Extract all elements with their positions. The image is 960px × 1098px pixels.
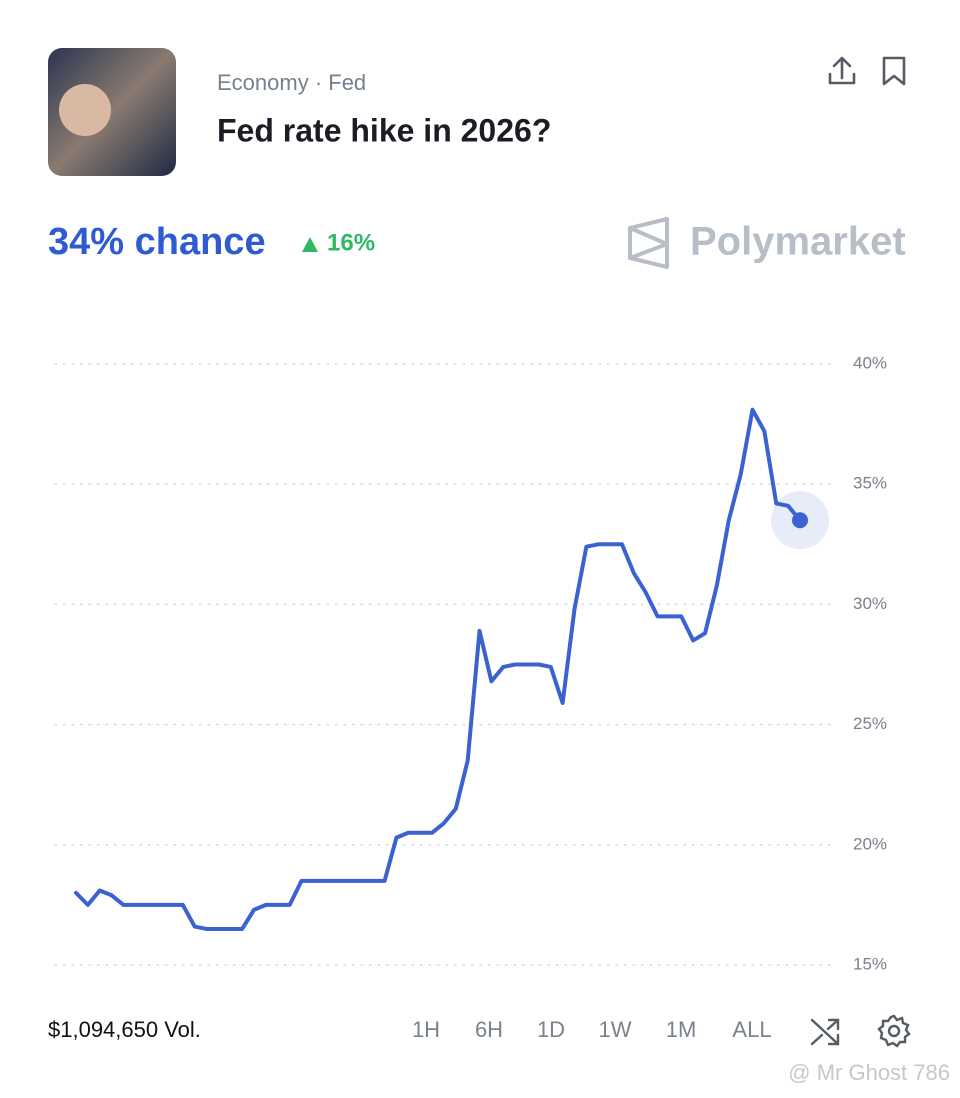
settings-button[interactable] — [877, 1014, 911, 1048]
share-button[interactable] — [828, 56, 856, 85]
brand-logo — [628, 217, 669, 269]
time-range-button[interactable]: 1H — [412, 1017, 440, 1042]
y-tick-label: 30% — [853, 594, 887, 613]
volume: $1,094,650 Vol. — [48, 1017, 201, 1042]
market-image-face — [59, 84, 111, 136]
bookmark-button[interactable] — [882, 56, 906, 86]
time-range-button[interactable]: 1M — [666, 1017, 697, 1042]
up-arrow — [302, 237, 318, 252]
y-tick-label: 40% — [853, 353, 887, 372]
y-tick-label: 25% — [853, 714, 887, 733]
breadcrumb[interactable]: Economy · Fed — [217, 70, 366, 95]
y-tick-label: 20% — [853, 834, 887, 853]
last-point — [792, 512, 808, 529]
chance: 34% chance — [48, 221, 266, 263]
time-range-button[interactable]: 6H — [475, 1017, 503, 1042]
watermark: @ Mr Ghost 786 — [788, 1060, 950, 1085]
y-tick-label: 35% — [853, 474, 887, 493]
time-range-button[interactable]: ALL — [732, 1017, 771, 1042]
market-image — [48, 48, 176, 176]
time-range-button[interactable]: 1D — [537, 1017, 565, 1042]
time-range-button[interactable]: 1W — [599, 1017, 632, 1042]
brand: Polymarket — [690, 220, 906, 264]
price-line — [74, 407, 802, 931]
market-title: Fed rate hike in 2026? — [217, 112, 551, 148]
compare-button[interactable] — [810, 1018, 840, 1046]
change: 16% — [327, 229, 375, 256]
y-tick-label: 15% — [853, 954, 887, 973]
